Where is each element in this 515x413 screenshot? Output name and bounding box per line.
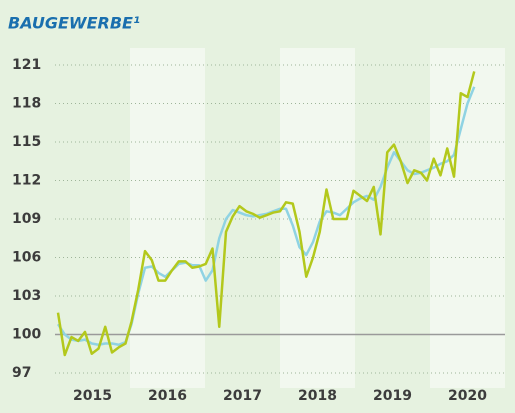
- year-bands: [55, 48, 505, 388]
- x-tick-label: 2017: [223, 388, 262, 404]
- y-tick-label: 106: [12, 250, 41, 266]
- year-band: [355, 48, 430, 388]
- x-tick-label: 2020: [448, 388, 487, 404]
- year-band: [55, 48, 130, 388]
- y-tick-label: 112: [12, 173, 41, 189]
- y-tick-label: 121: [12, 57, 41, 73]
- x-tick-label: 2016: [148, 388, 187, 404]
- y-tick-label: 97: [12, 365, 31, 381]
- year-band: [430, 48, 505, 388]
- y-tick-label: 109: [12, 211, 41, 227]
- series-line: [56, 71, 476, 357]
- y-tick-label: 115: [12, 134, 41, 150]
- year-band: [130, 48, 205, 388]
- y-tick-label: 100: [12, 327, 41, 343]
- year-band: [205, 48, 280, 388]
- x-tick-label: 2018: [298, 388, 337, 404]
- y-tick-label: 103: [12, 288, 41, 304]
- x-tick-label: 2015: [73, 388, 112, 404]
- y-tick-label: 118: [12, 96, 41, 112]
- x-tick-label: 2019: [373, 388, 412, 404]
- chart-title: BAUGEWERBE¹: [8, 14, 140, 33]
